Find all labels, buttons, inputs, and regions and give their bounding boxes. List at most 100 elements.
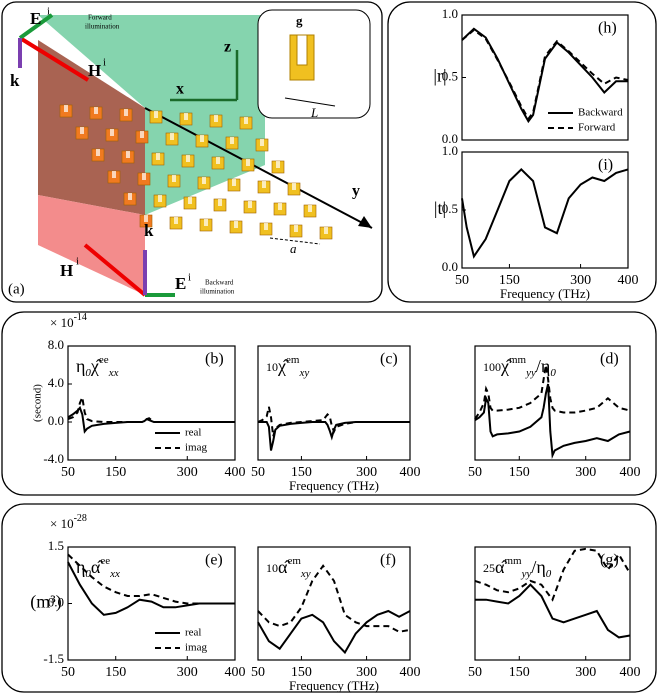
- x-tick-label: 150: [105, 465, 126, 480]
- annotation-part: ee: [100, 555, 110, 567]
- panel-label: (h): [598, 20, 617, 37]
- meta-atom-gap: [246, 159, 250, 166]
- illustration-label: Forward: [88, 14, 112, 22]
- scale-base: × 10: [50, 516, 74, 531]
- x-axis-label: Frequency (THz): [500, 286, 590, 301]
- series-line: [257, 609, 411, 655]
- annotation-part: α̂: [91, 557, 103, 577]
- y-tick-label: -1.5: [43, 651, 64, 666]
- series-line: [257, 564, 411, 633]
- illustration-label: H: [60, 261, 73, 280]
- illustration-label: i: [76, 256, 79, 268]
- scale-label: × 10-14: [50, 312, 87, 330]
- illustration-label: a: [290, 241, 297, 256]
- meta-atom-gap: [128, 193, 132, 200]
- meta-atom-gap: [94, 107, 98, 114]
- annotation-part: α̂: [495, 557, 507, 577]
- series-line: [67, 393, 235, 423]
- annotation-part: em: [286, 354, 300, 366]
- annotation-part: η: [76, 557, 85, 577]
- meta-atom-gap: [200, 135, 204, 142]
- x-tick-label: 50: [61, 665, 75, 680]
- annotation-part: /η: [536, 356, 550, 376]
- annotation: 10χ̂emxy: [266, 354, 309, 379]
- h-arrow: [83, 243, 147, 297]
- annotation: 25α̂mmyy/η0: [483, 555, 552, 580]
- series-line: [67, 405, 235, 434]
- x-tick-label: 400: [620, 665, 641, 680]
- legend-label: Backward: [578, 107, 623, 119]
- panel-label: (e): [205, 552, 223, 569]
- panel-efg-frame: [1, 503, 657, 693]
- annotation-part: 25: [483, 561, 495, 575]
- annotation-part: yy: [521, 568, 532, 580]
- meta-atom-gap: [156, 153, 160, 160]
- panel-bcd-frame: [1, 311, 657, 496]
- illustration-label: y: [352, 183, 360, 200]
- meta-atom-gap: [184, 113, 188, 120]
- y-tick-label: -4.0: [43, 451, 64, 466]
- panel-label: (b): [205, 351, 224, 368]
- y-axis-label: (second): [32, 384, 44, 422]
- plot-frame: [474, 546, 631, 661]
- meta-atom-gap: [230, 137, 234, 144]
- series-line: [474, 383, 631, 460]
- annotation-part: 0: [85, 367, 91, 379]
- legend-label: real: [185, 427, 201, 439]
- x-tick-label: 400: [618, 273, 639, 288]
- illustration-label: i: [103, 57, 106, 69]
- meta-atom-gap: [142, 173, 146, 180]
- annotation-part: χ̂: [90, 356, 102, 376]
- x-tick-label: 300: [177, 665, 198, 680]
- annotation-part: em: [287, 555, 301, 567]
- meta-atom-gap: [188, 197, 192, 204]
- annotation-part: yy: [525, 367, 536, 379]
- illustration-label: illumination: [200, 288, 235, 296]
- x-tick-label: 400: [400, 665, 421, 680]
- annotation-part: η: [76, 356, 85, 376]
- y-tick-label: 1.0: [442, 143, 458, 158]
- x-tick-label: 400: [225, 665, 246, 680]
- meta-atom-gap: [64, 105, 68, 112]
- meta-atom-gap: [308, 205, 312, 212]
- panel-label: (i): [598, 157, 613, 174]
- legend-label: Forward: [578, 122, 616, 134]
- illustration-label: k: [144, 221, 154, 240]
- scale-label: × 10-28: [50, 513, 87, 531]
- meta-atom-gap: [214, 115, 218, 122]
- x-tick-label: 400: [225, 465, 246, 480]
- meta-atom-gap: [140, 131, 144, 138]
- meta-atom-gap: [126, 151, 130, 158]
- illustration-label: E: [30, 9, 41, 28]
- illustration-label: g: [296, 13, 303, 28]
- x-tick-label: 300: [177, 465, 198, 480]
- legend-label: real: [185, 627, 201, 639]
- meta-atom-gap: [172, 175, 176, 182]
- panel-a-frame: [1, 1, 383, 303]
- series-line: [257, 406, 410, 437]
- plot-frame: [257, 546, 411, 661]
- meta-atom-gap: [96, 149, 100, 156]
- a-dim: [269, 237, 321, 245]
- x-tick-label: 50: [468, 665, 482, 680]
- x-tick-label: 300: [570, 273, 591, 288]
- x-tick-label: 300: [356, 465, 377, 480]
- meta-atom-gap: [248, 201, 252, 208]
- meta-atom-gap: [234, 221, 238, 228]
- x-tick-label: 50: [251, 665, 265, 680]
- annotation-part: xx: [108, 367, 119, 379]
- x-tick-label: 50: [61, 465, 75, 480]
- annotation-part: α̂: [278, 557, 290, 577]
- annotation: η0χ̂eexx: [76, 354, 119, 379]
- y-tick-label: 0.0: [48, 413, 64, 428]
- annotation-part: 0: [85, 568, 91, 580]
- x-tick-label: 50: [468, 465, 482, 480]
- y-tick-label: 0.0: [442, 131, 458, 146]
- x-tick-label: 150: [291, 665, 312, 680]
- meta-atom-gap: [112, 171, 116, 178]
- meta-atom-gap: [154, 111, 158, 118]
- meta-atom-gap: [202, 177, 206, 184]
- x-tick-label: 150: [105, 665, 126, 680]
